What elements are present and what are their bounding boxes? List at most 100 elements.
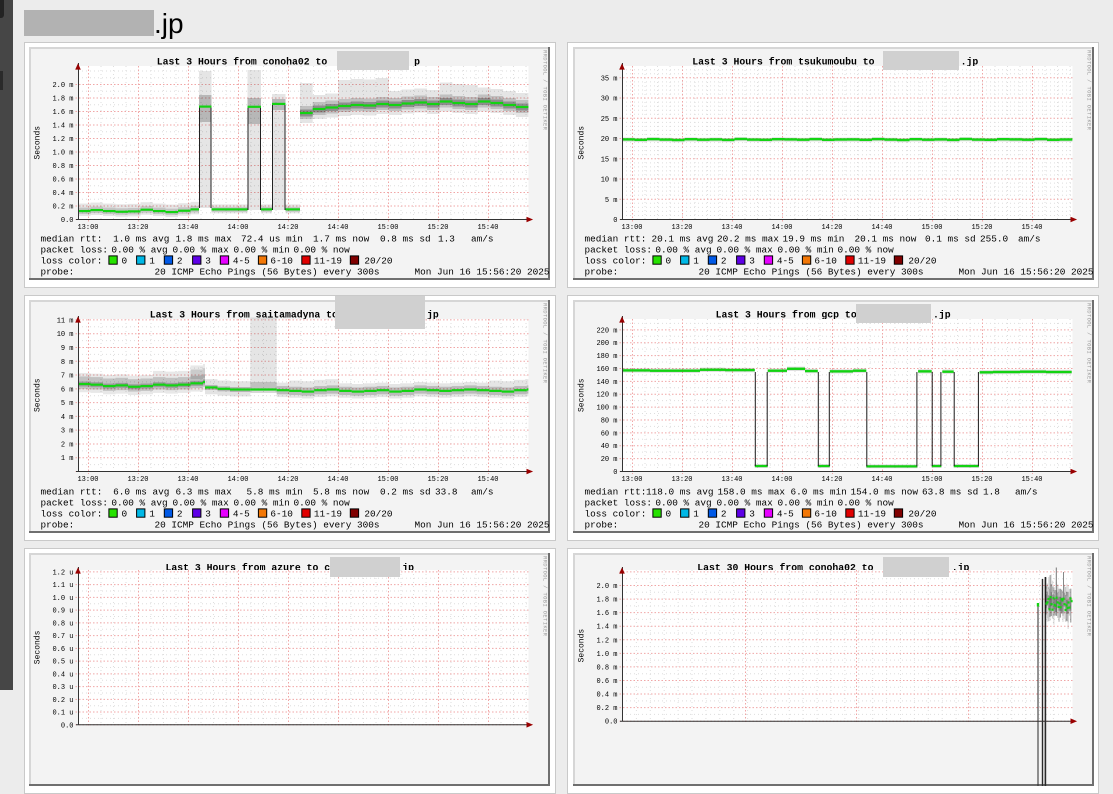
svg-text:0: 0 — [613, 469, 617, 477]
svg-text:154.0 ms now: 154.0 ms now — [851, 487, 919, 498]
svg-text:15:00: 15:00 — [377, 224, 398, 232]
svg-text:6.3 ms max: 6.3 ms max — [176, 487, 233, 498]
svg-text:1.2 u: 1.2 u — [52, 569, 73, 577]
svg-text:0.00 % min: 0.00 % min — [234, 244, 290, 255]
svg-text:4-5: 4-5 — [233, 255, 250, 266]
svg-text:15:40: 15:40 — [1021, 224, 1042, 232]
svg-text:15:40: 15:40 — [477, 224, 498, 232]
svg-text:6 m: 6 m — [61, 386, 74, 394]
svg-text:6-10: 6-10 — [814, 508, 837, 519]
svg-text:median rtt:: median rtt: — [585, 487, 647, 498]
svg-text:13:40: 13:40 — [177, 476, 198, 484]
svg-text:20 m: 20 m — [601, 456, 618, 464]
svg-text:11-19: 11-19 — [858, 508, 886, 519]
svg-text:33.8: 33.8 — [435, 487, 458, 498]
svg-text:am/s: am/s — [471, 234, 494, 245]
svg-text:1.4 m: 1.4 m — [52, 123, 73, 131]
svg-text:13:00: 13:00 — [77, 224, 98, 232]
svg-text:15:00: 15:00 — [377, 476, 398, 484]
svg-text:median rtt:: median rtt: — [585, 234, 647, 245]
svg-text:0.00 % now: 0.00 % now — [838, 244, 895, 255]
svg-text:25 m: 25 m — [601, 116, 618, 124]
svg-text:11-19: 11-19 — [314, 508, 342, 519]
svg-text:19.9 ms min: 19.9 ms min — [783, 234, 845, 245]
svg-text:5.8 ms now: 5.8 ms now — [313, 487, 370, 498]
svg-text:14:40: 14:40 — [327, 476, 348, 484]
svg-text:1.8: 1.8 — [983, 487, 1000, 498]
svg-text:1: 1 — [149, 255, 155, 266]
svg-text:0.8 m: 0.8 m — [52, 163, 73, 171]
svg-text:4-5: 4-5 — [777, 255, 794, 266]
svg-text:RRDTOOL / TOBI OETIKER: RRDTOOL / TOBI OETIKER — [1086, 303, 1093, 384]
svg-text:0.4 m: 0.4 m — [52, 190, 73, 198]
svg-text:1.0 ms avg: 1.0 ms avg — [113, 234, 169, 245]
svg-text:3: 3 — [749, 255, 755, 266]
svg-text:9 m: 9 m — [61, 345, 74, 353]
svg-text:1.2 m: 1.2 m — [52, 136, 73, 144]
svg-text:15:00: 15:00 — [921, 476, 942, 484]
svg-text:0.6 m: 0.6 m — [52, 177, 73, 185]
svg-text:15:20: 15:20 — [971, 476, 992, 484]
svg-text:1 m: 1 m — [61, 455, 74, 463]
svg-text:0.00 % max: 0.00 % max — [173, 497, 230, 508]
svg-text:14:20: 14:20 — [821, 476, 842, 484]
svg-text:0: 0 — [613, 217, 617, 225]
svg-text:probe:: probe: — [41, 520, 75, 531]
svg-text:Seconds: Seconds — [34, 630, 43, 664]
svg-text:20 ICMP Echo Pings (56 Bytes): 20 ICMP Echo Pings (56 Bytes) every 300s — [699, 520, 924, 531]
svg-text:0.2 ms sd: 0.2 ms sd — [380, 487, 431, 498]
svg-text:0.3 u: 0.3 u — [52, 684, 73, 692]
svg-text:RRDTOOL / TOBI OETIKER: RRDTOOL / TOBI OETIKER — [1086, 50, 1093, 131]
svg-text:1: 1 — [149, 508, 155, 519]
svg-text:RRDTOOL / TOBI OETIKER: RRDTOOL / TOBI OETIKER — [542, 50, 549, 131]
svg-text:am/s: am/s — [1018, 234, 1041, 245]
svg-text:158.0 ms max: 158.0 ms max — [718, 487, 786, 498]
svg-text:0.00 % now: 0.00 % now — [838, 497, 895, 508]
svg-text:1.8 m: 1.8 m — [596, 597, 617, 605]
svg-text:13:20: 13:20 — [127, 476, 148, 484]
svg-text:60 m: 60 m — [601, 430, 618, 438]
svg-text:7 m: 7 m — [61, 373, 74, 381]
svg-text:4-5: 4-5 — [777, 508, 794, 519]
svg-text:13:40: 13:40 — [721, 224, 742, 232]
svg-text:13:20: 13:20 — [127, 224, 148, 232]
svg-text:1.6 m: 1.6 m — [52, 109, 73, 117]
svg-text:1.7 ms now: 1.7 ms now — [313, 234, 370, 245]
svg-text:median rtt:: median rtt: — [41, 487, 103, 498]
svg-text:20 m: 20 m — [601, 136, 618, 144]
svg-text:13:20: 13:20 — [671, 224, 692, 232]
svg-text:0.00 % min: 0.00 % min — [778, 497, 834, 508]
svg-text:packet loss:: packet loss: — [585, 497, 653, 508]
svg-text:Seconds: Seconds — [34, 378, 43, 412]
svg-text:6-10: 6-10 — [270, 508, 293, 519]
svg-text:0.00 % max: 0.00 % max — [173, 244, 230, 255]
svg-text:20 ICMP Echo Pings (56 Bytes): 20 ICMP Echo Pings (56 Bytes) every 300s — [155, 520, 380, 531]
svg-text:1.1 u: 1.1 u — [52, 582, 73, 590]
svg-text:20/20: 20/20 — [908, 508, 937, 519]
svg-text:20 ICMP Echo Pings (56 Bytes): 20 ICMP Echo Pings (56 Bytes) every 300s — [155, 267, 380, 278]
svg-text:5.8 ms min: 5.8 ms min — [247, 487, 303, 498]
svg-text:Mon Jun 16 15:56:20 2025: Mon Jun 16 15:56:20 2025 — [414, 520, 549, 531]
svg-text:14:40: 14:40 — [871, 476, 892, 484]
svg-text:probe:: probe: — [585, 520, 619, 531]
svg-text:2: 2 — [177, 508, 183, 519]
svg-text:0.2 m: 0.2 m — [52, 204, 73, 212]
svg-text:14:00: 14:00 — [227, 224, 248, 232]
svg-text:100 m: 100 m — [596, 405, 617, 413]
svg-text:0.00 % avg: 0.00 % avg — [111, 497, 167, 508]
svg-text:0.4 m: 0.4 m — [596, 692, 617, 700]
svg-text:15:00: 15:00 — [921, 224, 942, 232]
svg-text:Mon Jun 16 15:56:20 2025: Mon Jun 16 15:56:20 2025 — [958, 520, 1093, 531]
svg-text:6-10: 6-10 — [270, 255, 293, 266]
svg-text:0.5 u: 0.5 u — [52, 659, 73, 667]
svg-text:180 m: 180 m — [596, 353, 617, 361]
svg-text:11-19: 11-19 — [858, 255, 886, 266]
svg-text:0.2 m: 0.2 m — [596, 705, 617, 713]
svg-text:13:00: 13:00 — [621, 476, 642, 484]
svg-text:13:40: 13:40 — [177, 224, 198, 232]
svg-text:packet loss:: packet loss: — [585, 244, 653, 255]
svg-text:20/20: 20/20 — [908, 255, 937, 266]
svg-text:loss color:: loss color: — [585, 255, 647, 266]
svg-text:2: 2 — [721, 508, 727, 519]
svg-text:Seconds: Seconds — [578, 126, 587, 160]
